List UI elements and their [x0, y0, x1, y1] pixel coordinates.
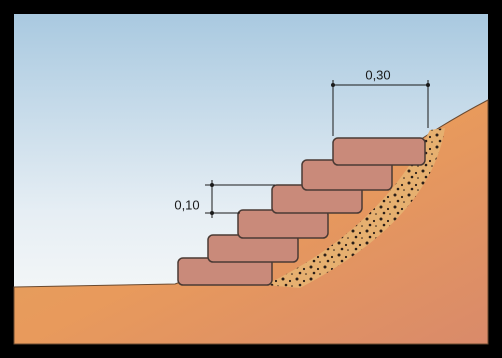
width-label: 0,30: [365, 67, 390, 82]
tick: [210, 211, 214, 215]
stone: [238, 210, 328, 238]
tick: [210, 183, 214, 187]
diagram: 0,30 0,10: [0, 0, 502, 358]
stone: [208, 235, 298, 262]
stone: [333, 138, 425, 165]
tick: [331, 83, 335, 87]
height-label: 0,10: [174, 197, 199, 212]
page: {"dimensions": {"width_label": "0,30", "…: [0, 0, 502, 358]
tick: [426, 83, 430, 87]
